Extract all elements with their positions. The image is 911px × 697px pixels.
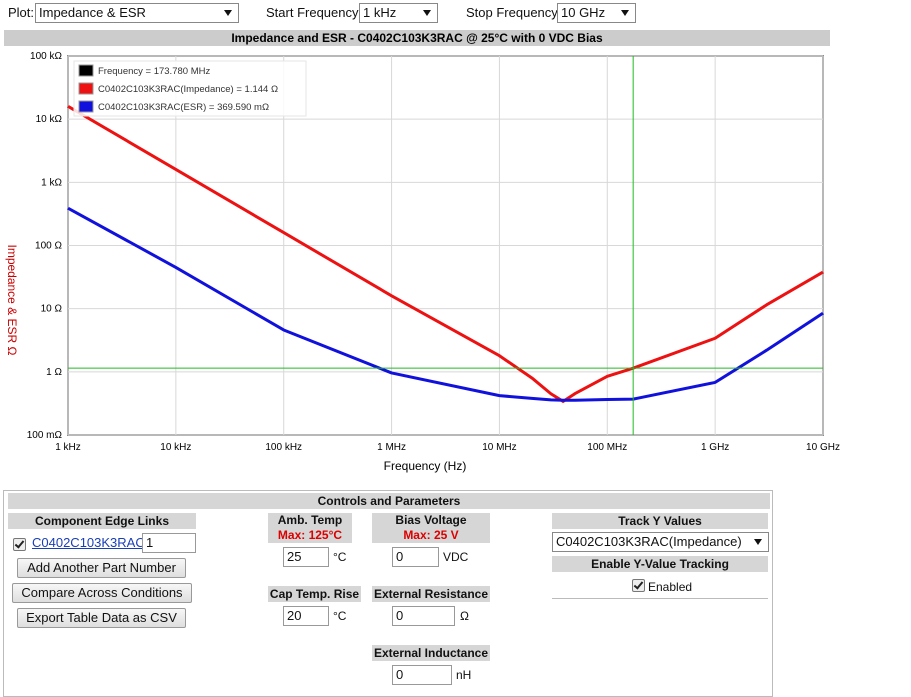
cap-temp-input[interactable]: 20 xyxy=(283,606,329,626)
bias-max: Max: 25 V xyxy=(403,528,459,542)
y-tick-label: 1 kΩ xyxy=(41,177,62,188)
x-tick-label: 1 GHz xyxy=(701,442,729,453)
bias-title: Bias Voltage xyxy=(395,513,467,527)
title-bar xyxy=(4,30,830,46)
ext-ind-input[interactable]: 0 xyxy=(392,665,452,685)
track-header: Track Y Values xyxy=(552,513,768,529)
legend-label: C0402C103K3RAC(Impedance) = 1.144 Ω xyxy=(98,84,278,95)
ext-res-header: External Resistance xyxy=(372,586,490,602)
enable-label: Enabled xyxy=(648,580,693,594)
plot-select[interactable]: Impedance & ESR xyxy=(35,3,239,23)
stop-label: Stop Frequency: xyxy=(466,5,562,20)
plot-layer xyxy=(67,55,824,436)
legend-swatch xyxy=(78,64,94,77)
amb-temp-max: Max: 125°C xyxy=(277,528,343,542)
cap-temp-header: Cap Temp. Rise xyxy=(268,586,361,602)
x-tick-label: 100 kHz xyxy=(265,442,302,453)
x-tick-label: 100 MHz xyxy=(587,442,627,453)
part-checkbox[interactable] xyxy=(13,538,26,551)
edge-links-header: Component Edge Links xyxy=(8,513,196,529)
track-select[interactable]: C0402C103K3RAC(Impedance) xyxy=(552,532,769,552)
bias-unit: VDC xyxy=(443,550,469,564)
start-select[interactable]: 1 kHz xyxy=(359,3,438,23)
x-tick-label: 1 MHz xyxy=(377,442,406,453)
ext-res-input[interactable]: 0 xyxy=(392,606,455,626)
legend-label: Frequency = 173.780 MHz xyxy=(98,66,210,77)
x-tick-label: 10 MHz xyxy=(482,442,516,453)
enable-header: Enable Y-Value Tracking xyxy=(552,556,768,572)
amb-temp-title: Amb. Temp xyxy=(277,513,343,527)
add-part-button[interactable]: Add Another Part Number xyxy=(17,558,186,578)
y-tick-label: 100 Ω xyxy=(35,241,62,252)
cap-temp-unit: °C xyxy=(333,609,347,623)
y-tick-label: 1 Ω xyxy=(46,367,62,378)
legend-swatch xyxy=(78,82,94,95)
compare-button[interactable]: Compare Across Conditions xyxy=(12,583,192,603)
export-button[interactable]: Export Table Data as CSV xyxy=(17,608,186,628)
chart-title: Impedance and ESR - C0402C103K3RAC @ 25°… xyxy=(231,31,603,45)
ext-ind-header: External Inductance xyxy=(372,645,490,661)
start-label: Start Frequency: xyxy=(266,5,363,20)
y-axis-label: Impedance & ESR Ω xyxy=(5,244,19,355)
chart: Impedance and ESR - C0402C103K3RAC @ 25°… xyxy=(4,30,840,473)
enable-checkbox[interactable] xyxy=(632,579,645,592)
bias-input[interactable]: 0 xyxy=(392,547,439,567)
y-tick-label: 100 mΩ xyxy=(27,430,63,441)
series-line xyxy=(67,206,824,402)
y-tick-label: 10 Ω xyxy=(41,304,63,315)
y-tick-label: 10 kΩ xyxy=(36,114,63,125)
legend-box xyxy=(73,60,307,117)
part-link[interactable]: C0402C103K3RAC xyxy=(32,535,145,550)
x-tick-label: 10 GHz xyxy=(806,442,840,453)
y-tick-label: 100 kΩ xyxy=(30,51,62,62)
divider xyxy=(552,598,768,599)
x-axis-label: Frequency (Hz) xyxy=(384,459,467,473)
amb-temp-input[interactable]: 25 xyxy=(283,547,329,567)
legend-label: C0402C103K3RAC(ESR) = 369.590 mΩ xyxy=(98,102,269,113)
amb-temp-unit: °C xyxy=(333,550,347,564)
stop-select[interactable]: 10 GHz xyxy=(557,3,636,23)
ext-ind-unit: nH xyxy=(456,668,472,682)
bias-header xyxy=(372,513,490,543)
ext-res-unit: Ω xyxy=(460,609,469,623)
quantity-input[interactable]: 1 xyxy=(142,533,196,553)
x-tick-label: 1 kHz xyxy=(55,442,81,453)
legend-swatch xyxy=(78,100,94,113)
series-line xyxy=(67,104,824,403)
amb-temp-header xyxy=(268,513,352,543)
x-tick-label: 10 kHz xyxy=(160,442,191,453)
panel-title: Controls and Parameters xyxy=(8,493,770,509)
plot-label: Plot: xyxy=(8,5,35,20)
